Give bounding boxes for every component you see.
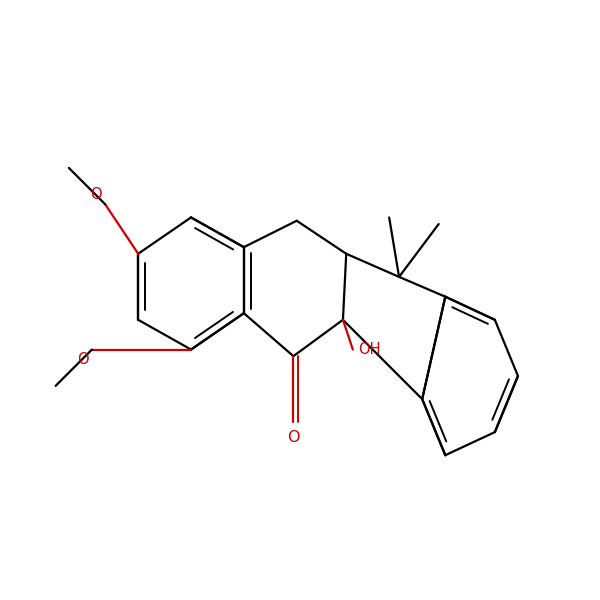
Text: OH: OH — [358, 342, 380, 357]
Text: O: O — [90, 187, 102, 202]
Text: O: O — [287, 430, 299, 445]
Text: O: O — [77, 352, 89, 367]
